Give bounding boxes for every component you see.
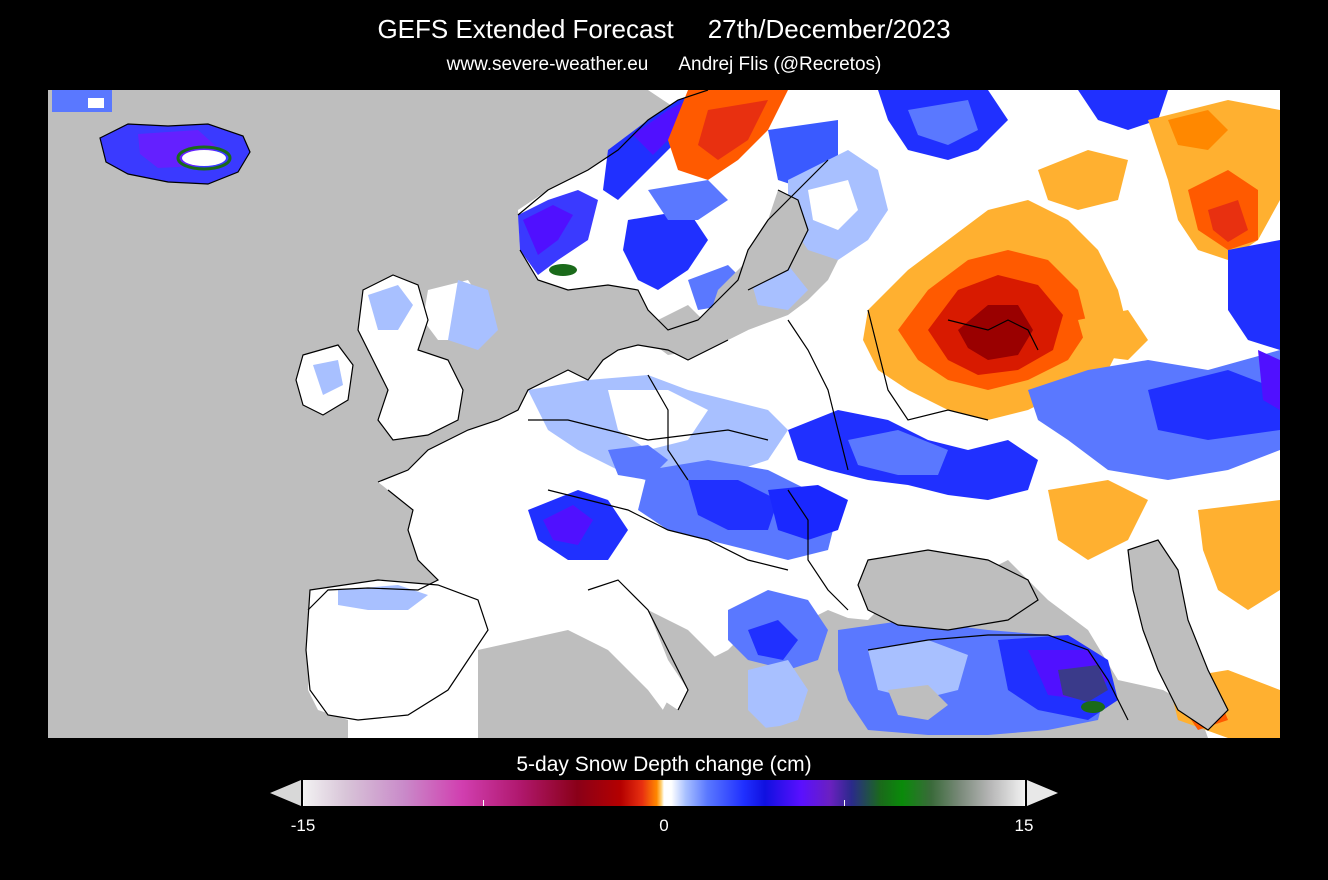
scandinavia-region xyxy=(518,90,838,330)
legend-title: 5-day Snow Depth change (cm) xyxy=(516,753,812,776)
map-title: GEFS Extended Forecast 27th/December/2023 xyxy=(0,14,1328,45)
eastern-gain-band xyxy=(788,240,1280,500)
colorbar-tick xyxy=(1024,800,1025,806)
colorbar-min-arrow xyxy=(270,780,301,806)
snow-depth-map xyxy=(48,90,1280,738)
website-credit: www.severe-weather.eu xyxy=(446,54,649,75)
colorbar-tick xyxy=(844,800,845,806)
central-europe-region xyxy=(423,265,848,670)
forecast-title: GEFS Extended Forecast xyxy=(377,14,674,44)
coastlines xyxy=(99,90,1229,731)
british-isles-region xyxy=(296,275,463,440)
colorbar-max-label: 15 xyxy=(1014,816,1034,835)
map-subtitle: www.severe-weather.eu Andrej Flis (@Recre… xyxy=(0,54,1328,76)
iberia-region xyxy=(306,580,488,720)
colorbar-max-arrow xyxy=(1027,780,1058,806)
iceland-region xyxy=(100,124,250,184)
colorbar-tick xyxy=(483,800,484,806)
colorbar-mid-label: 0 xyxy=(659,816,669,835)
finland-region xyxy=(788,90,1168,260)
colorbar-tick xyxy=(664,800,665,806)
seas xyxy=(478,190,1228,738)
colorbar-min-label: -15 xyxy=(290,816,316,835)
forecast-date: 27th/December/2023 xyxy=(707,14,951,44)
author-credit: Andrej Flis (@Recretos) xyxy=(678,54,882,75)
colorbar-tick xyxy=(303,800,304,806)
russia-loss-region xyxy=(863,100,1280,420)
